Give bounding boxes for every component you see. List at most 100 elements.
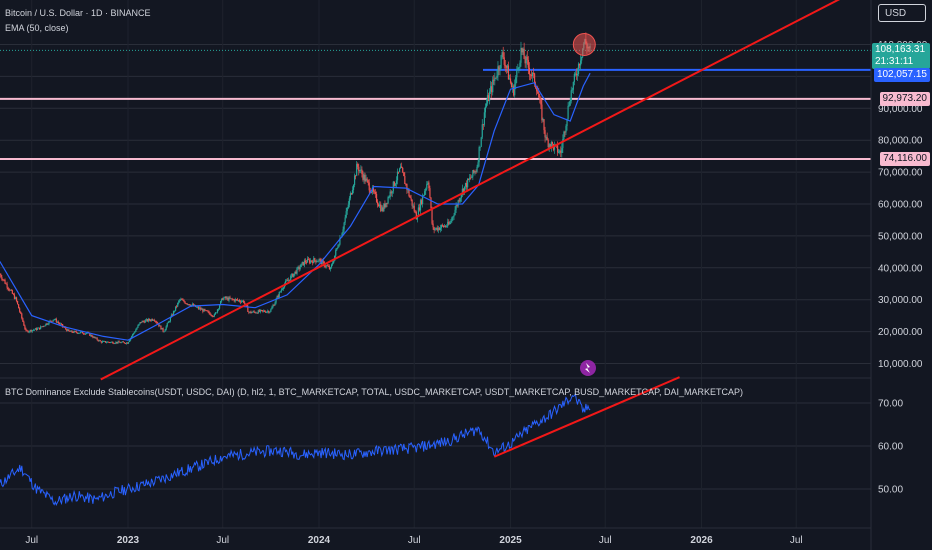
candle-body [446, 226, 448, 228]
dominance-legend[interactable]: BTC Dominance Exclude Stablecoins(USDT, … [5, 387, 744, 397]
candle-body [171, 314, 174, 316]
candle-body [225, 296, 227, 299]
ema-legend[interactable]: EMA (50, close) [5, 23, 69, 33]
candle-body [513, 86, 515, 96]
candle-body [388, 197, 390, 198]
candle-body [151, 319, 154, 321]
time-tick-label: Jul [25, 535, 38, 546]
candle-body [259, 309, 261, 312]
candle-body [522, 48, 524, 53]
candle-body [576, 74, 579, 76]
candle-body [141, 320, 143, 323]
candle-body [85, 333, 87, 335]
candle-body [2, 279, 4, 281]
candle-body [180, 299, 182, 301]
candle-body [337, 247, 339, 249]
candle-body [386, 202, 388, 204]
candle-body [36, 328, 39, 330]
candle-body [494, 77, 496, 81]
time-tick-label: 2023 [117, 535, 140, 546]
candle-body [59, 323, 62, 325]
candle-body [472, 170, 474, 177]
candle-body [322, 260, 324, 262]
candle-body [533, 73, 536, 85]
candle-body [490, 86, 492, 92]
candle-body [232, 299, 234, 301]
candle-body [330, 264, 333, 268]
candle-body [300, 263, 302, 268]
candle-body [301, 262, 303, 264]
candle-body [190, 304, 192, 306]
price-tick-label: 60,000.00 [878, 200, 923, 211]
candle-body [516, 69, 518, 78]
candle-body [385, 202, 387, 208]
candle-body [581, 56, 583, 61]
candle-body [184, 301, 186, 304]
candle-body [179, 299, 181, 301]
candle-body [442, 225, 445, 227]
candle-body [61, 324, 64, 327]
candle-body [247, 306, 249, 312]
candle-body [536, 87, 538, 92]
candle-body [24, 325, 26, 329]
horizontal-levels [0, 49, 871, 160]
candle-body [290, 275, 292, 281]
candle-body [502, 52, 504, 58]
candle-body [267, 311, 269, 312]
candle-body [401, 166, 403, 168]
candle-body [410, 197, 412, 200]
dominance-line [0, 392, 591, 506]
candle-body [201, 309, 203, 310]
candle-body [275, 298, 277, 303]
candle-body [382, 207, 384, 211]
candle-body [99, 340, 101, 342]
candle-body [475, 171, 477, 173]
candle-body [416, 216, 418, 220]
candle-body [440, 225, 443, 228]
candle-body [149, 320, 152, 322]
candle-body [406, 184, 408, 190]
candle-body [509, 78, 512, 83]
candle-body [0, 274, 2, 278]
candle-body [23, 321, 25, 326]
candle-body [217, 308, 220, 310]
candle-body [443, 225, 446, 227]
candle-body [177, 302, 179, 307]
candle-body [261, 310, 264, 311]
candle-body [96, 337, 98, 340]
candle-body [161, 328, 163, 330]
candle-body [350, 193, 353, 195]
symbol-title[interactable]: Bitcoin / U.S. Dollar · 1D · BINANCE [5, 8, 151, 18]
candle-body [79, 331, 81, 333]
candle-body [390, 191, 392, 194]
candle-body [57, 321, 60, 323]
candle-body [499, 68, 501, 70]
candle-body [328, 266, 331, 270]
candle-body [543, 119, 545, 131]
candle-body [173, 310, 176, 312]
candle-body [18, 304, 20, 309]
candle-body [26, 330, 28, 332]
currency-button[interactable]: USD [878, 4, 926, 22]
candle-body [72, 332, 74, 333]
candle-body [415, 212, 417, 220]
candle-body [91, 334, 93, 337]
candle-body [128, 340, 131, 342]
candle-body [146, 319, 148, 322]
candle-body [482, 124, 484, 126]
candle-body [95, 337, 97, 339]
price-tick-label: 10,000.00 [878, 359, 923, 370]
candle-body [168, 321, 170, 323]
candle-body [560, 150, 562, 153]
dominance-tick-label: 60.00 [878, 442, 903, 453]
candle-body [144, 320, 146, 323]
candle-body [383, 203, 385, 211]
candle-body [381, 207, 383, 211]
candle-body [196, 306, 199, 308]
candle-body [374, 192, 377, 194]
candle-body [60, 323, 63, 325]
candle-body [115, 341, 117, 344]
candle-body [418, 207, 421, 211]
candle-body [254, 311, 256, 313]
